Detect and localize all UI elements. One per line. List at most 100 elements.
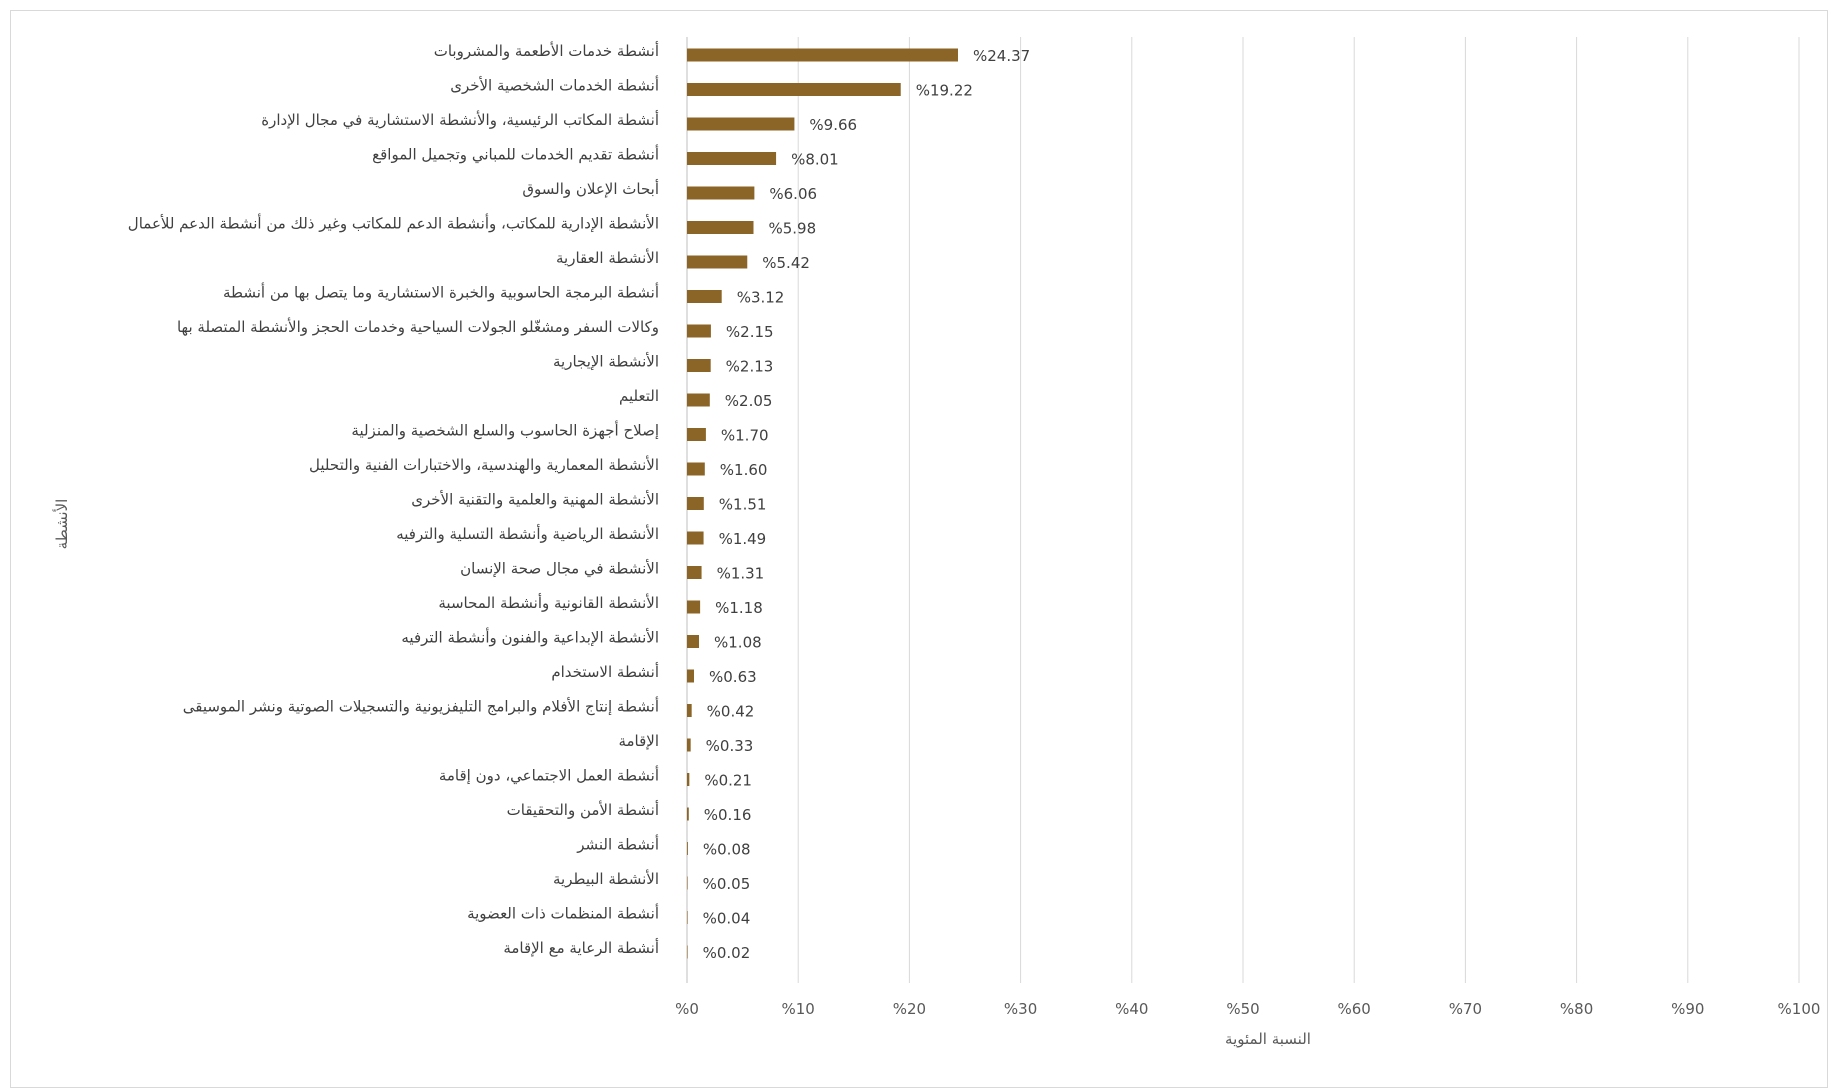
x-tick-label: %80 (1560, 1000, 1593, 1018)
data-label: %0.02 (703, 944, 751, 962)
data-label: %6.06 (769, 185, 817, 203)
data-label: %0.33 (706, 737, 754, 755)
category-label: أنشطة البرمجة الحاسوبية والخبرة الاستشار… (223, 283, 659, 302)
x-tick-label: %0 (675, 1000, 699, 1018)
x-tick-label: %20 (893, 1000, 926, 1018)
category-label: أنشطة إنتاج الأفلام والبرامج التليفزيوني… (183, 697, 659, 717)
bar (687, 117, 795, 131)
bar (687, 462, 705, 476)
category-label: أنشطة العمل الاجتماعي، دون إقامة (439, 766, 659, 786)
bar (687, 531, 704, 545)
x-tick-label: %10 (782, 1000, 815, 1018)
category-label: أنشطة خدمات الأطعمة والمشروبات (434, 41, 659, 60)
data-label: %24.37 (973, 47, 1030, 65)
bar (687, 359, 711, 372)
data-label: %5.42 (762, 254, 810, 272)
chart-frame: أنشطة خدمات الأطعمة والمشروبات أنشطة الخد… (10, 10, 1828, 1088)
category-labels: أنشطة خدمات الأطعمة والمشروبات أنشطة الخد… (128, 41, 659, 957)
category-label: التعليم (619, 387, 659, 405)
bar (687, 807, 689, 821)
category-label: الأنشطة العقارية (556, 248, 659, 267)
category-label: أنشطة الأمن والتحقيقات (507, 800, 659, 819)
data-label: %0.63 (709, 668, 757, 686)
bar (687, 669, 695, 683)
bar (687, 324, 711, 338)
category-label: الأنشطة في مجال صحة الإنسان (460, 559, 659, 579)
category-label: إصلاح أجهزة الحاسوب والسلع الشخصية والمن… (351, 421, 659, 440)
x-tick-label: %70 (1449, 1000, 1482, 1018)
bar (687, 255, 748, 269)
bar (687, 842, 688, 855)
bars (687, 48, 958, 959)
category-label: أنشطة النشر (576, 835, 659, 854)
data-label: %1.18 (715, 599, 763, 617)
bar (687, 48, 958, 62)
data-label: %2.15 (726, 323, 774, 341)
x-tick-label: %90 (1671, 1000, 1704, 1018)
data-label: %8.01 (791, 151, 839, 169)
x-tick-label: %60 (1338, 1000, 1371, 1018)
category-label: الأنشطة المعمارية والهندسية، والاختبارات… (309, 455, 659, 474)
y-axis-title: الأنشطة (52, 499, 71, 550)
x-tick-labels: %0 %10 %20 %30 %40 %50 %60 %70 %80 %90 %100 (675, 1000, 1820, 1018)
data-label: %9.66 (809, 116, 857, 134)
bar (687, 566, 702, 579)
gridlines (686, 37, 1800, 983)
category-label: الأنشطة البيطرية (553, 869, 659, 888)
bar (687, 497, 704, 510)
data-label: %1.60 (720, 461, 768, 479)
x-tick-label: %40 (1115, 1000, 1148, 1018)
category-label: أنشطة الاستخدام (551, 662, 659, 681)
category-label: الإقامة (618, 732, 659, 750)
data-labels: %24.37%19.22 %9.66 %8.01 %6.06 %5.98 %5.42 %3.… (703, 47, 1031, 962)
category-label: الأنشطة القانونية وأنشطة المحاسبة (438, 593, 659, 612)
data-label: %1.31 (717, 565, 765, 583)
bar (687, 83, 901, 96)
bar (687, 876, 688, 890)
data-label: %3.12 (737, 289, 785, 307)
x-tick-label: %30 (1004, 1000, 1037, 1018)
bar (687, 290, 722, 303)
category-label: أنشطة تقديم الخدمات للمباني وتجميل الموا… (372, 145, 659, 165)
category-label: وكالات السفر ومشغّلو الجولات السياحية وخ… (177, 317, 659, 336)
data-label: %0.21 (704, 772, 752, 790)
x-tick-label: %100 (1778, 1000, 1821, 1018)
category-label: الأنشطة المهنية والعلمية والتقنية الأخرى (411, 490, 659, 509)
data-label: %1.51 (719, 496, 767, 514)
data-label: %1.49 (719, 530, 767, 548)
x-axis-title: النسبة المئوية (1225, 1030, 1311, 1048)
data-label: %5.98 (768, 220, 816, 238)
bar (687, 635, 700, 648)
data-label: %0.16 (704, 806, 752, 824)
category-label: الأنشطة الإدارية للمكاتب، وأنشطة الدعم ل… (128, 214, 659, 233)
bar (687, 911, 688, 924)
bar (687, 704, 692, 717)
data-label: %0.42 (707, 703, 755, 721)
category-label: الأنشطة الإيجارية (553, 352, 659, 371)
data-label: %0.05 (703, 875, 751, 893)
bar (687, 186, 755, 200)
bar (687, 428, 706, 441)
data-label: %2.05 (725, 392, 773, 410)
bar (687, 393, 710, 407)
category-label: الأنشطة الإبداعية والفنون وأنشطة الترفيه (401, 628, 659, 647)
bar (687, 945, 688, 959)
bar-chart: أنشطة خدمات الأطعمة والمشروبات أنشطة الخد… (52, 37, 1820, 1048)
bar (687, 773, 690, 786)
category-label: أبحاث الإعلان والسوق (522, 179, 659, 198)
bar (687, 738, 691, 752)
category-label: أنشطة المكاتب الرئيسية، والأنشطة الاستشا… (261, 110, 659, 130)
data-label: %1.08 (714, 634, 762, 652)
bar (687, 152, 777, 165)
data-label: %0.04 (703, 910, 751, 928)
bar (687, 600, 701, 614)
category-label: أنشطة الخدمات الشخصية الأخرى (450, 76, 659, 95)
x-tick-label: %50 (1226, 1000, 1259, 1018)
data-label: %2.13 (726, 358, 774, 376)
category-label: الأنشطة الرياضية وأنشطة التسلية والترفيه (396, 524, 659, 543)
data-label: %19.22 (916, 82, 973, 100)
category-label: أنشطة المنظمات ذات العضوية (467, 904, 659, 923)
data-label: %0.08 (703, 841, 751, 859)
bar (687, 221, 754, 234)
data-label: %1.70 (721, 427, 769, 445)
